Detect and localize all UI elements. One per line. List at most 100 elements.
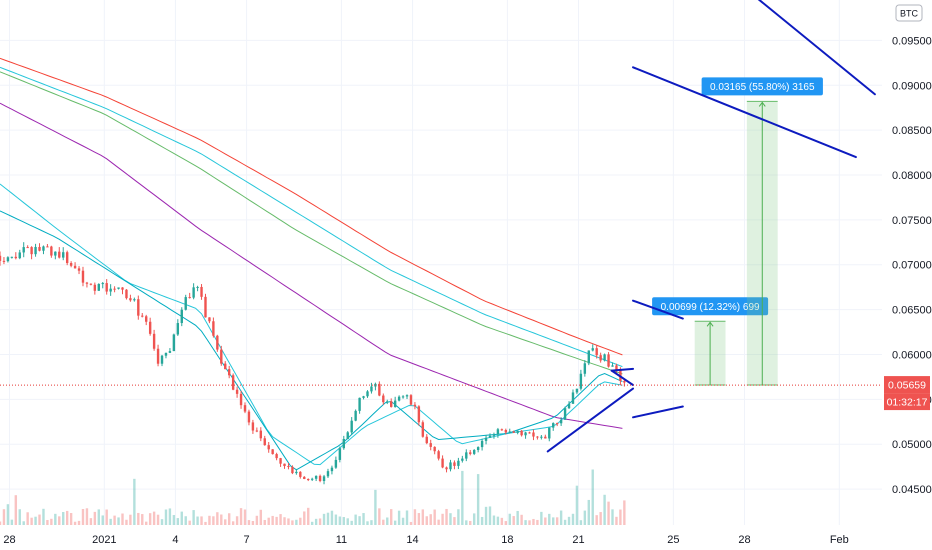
candle <box>243 402 247 414</box>
volume-bar <box>133 478 136 525</box>
volume-bar <box>137 512 140 525</box>
candle <box>141 313 144 318</box>
candle <box>382 393 385 405</box>
measure-tools[interactable]: 0.00699 (12.32%) 699 0.03165 (55.80%) 316… <box>652 77 823 386</box>
volume-bar <box>121 513 124 525</box>
candle <box>445 466 448 473</box>
volume-bar <box>152 511 156 525</box>
candle <box>484 435 488 445</box>
trendline[interactable] <box>610 367 635 372</box>
volume-bar <box>18 509 21 525</box>
candle <box>318 474 322 483</box>
candle <box>200 284 203 300</box>
volume-bar <box>247 520 251 525</box>
volume-bar <box>374 489 377 525</box>
candle <box>101 282 104 289</box>
trendline[interactable] <box>632 66 857 159</box>
volume-bar <box>129 514 132 525</box>
volume-bar <box>441 513 444 525</box>
candle <box>461 455 464 463</box>
candle <box>65 250 69 266</box>
candle <box>540 435 543 440</box>
volume-bar <box>93 511 97 525</box>
candle <box>184 294 187 311</box>
trendline[interactable] <box>632 299 684 320</box>
candle <box>607 352 610 368</box>
volume-bar <box>457 509 460 525</box>
volume-bar <box>579 520 583 525</box>
volume-bar <box>10 519 14 525</box>
candle <box>299 471 302 479</box>
candle <box>259 427 263 442</box>
volume-bar <box>291 520 294 525</box>
candle <box>30 246 33 260</box>
candle <box>97 283 100 291</box>
trendlines[interactable] <box>546 0 876 453</box>
volume-bar <box>69 513 73 525</box>
candle <box>18 249 21 260</box>
volume-bar <box>350 520 353 525</box>
volume-bar <box>141 514 144 525</box>
candle <box>599 352 602 363</box>
candles <box>0 242 626 485</box>
candle <box>571 389 575 404</box>
volume-bar <box>338 516 342 525</box>
trendline[interactable] <box>546 387 635 453</box>
candle <box>129 294 132 302</box>
volume-bar <box>105 509 108 525</box>
candle <box>283 463 286 469</box>
volume-bar <box>476 474 480 525</box>
time-axis[interactable]: 28 2021 4 7 11 14 18 21 25 28 Feb <box>0 525 932 550</box>
candle <box>516 430 519 435</box>
volume-bar <box>46 520 49 525</box>
volume-bar <box>346 518 349 525</box>
trendline[interactable] <box>737 0 876 96</box>
volume-bar <box>524 520 527 525</box>
candle <box>449 459 452 472</box>
price-axis[interactable]: 0.09500 0.09000 0.08500 0.08000 0.07500 0.070… <box>882 0 932 525</box>
candle <box>180 307 183 327</box>
volume-bar <box>160 519 164 525</box>
volume-bar <box>393 520 397 525</box>
volume-bar <box>113 515 116 525</box>
measure-label-bg <box>652 297 769 316</box>
volume-bar <box>469 520 472 525</box>
candle <box>2 257 6 265</box>
volume-bar <box>401 517 405 525</box>
candle <box>113 286 116 293</box>
candle <box>164 352 168 359</box>
candle <box>145 314 148 326</box>
volume-bar <box>567 516 571 525</box>
candle <box>6 256 10 263</box>
candle <box>334 456 338 469</box>
volume-bar <box>22 521 25 525</box>
measure-box[interactable]: 0.00699 (12.32%) 699 <box>652 297 769 386</box>
volume-bar <box>322 513 326 525</box>
candle <box>480 438 484 451</box>
volume-bar <box>552 517 555 525</box>
candle <box>89 283 93 286</box>
volume-bar <box>492 515 496 525</box>
price-tag-bg <box>884 376 930 394</box>
candle <box>77 266 81 275</box>
trendline[interactable] <box>632 405 684 419</box>
volume-bar <box>212 516 215 525</box>
volume-bar <box>172 515 176 525</box>
currency-badge[interactable]: BTC <box>895 4 923 22</box>
volume-bar <box>235 516 239 525</box>
candle <box>615 363 618 373</box>
measure-box[interactable]: 0.03165 (55.80%) 3165 <box>701 77 823 386</box>
candle <box>397 395 401 402</box>
bar-countdown-label: 01:32:17 <box>887 397 928 409</box>
volume-bar <box>148 513 152 525</box>
candle <box>326 468 330 478</box>
candle <box>555 422 559 427</box>
volume-bar <box>544 517 547 525</box>
volume-bar <box>58 516 61 525</box>
trendline[interactable] <box>610 369 635 386</box>
candle <box>34 243 37 257</box>
volume-bar <box>528 520 531 525</box>
candle <box>263 435 266 446</box>
volume-bar <box>421 509 425 525</box>
